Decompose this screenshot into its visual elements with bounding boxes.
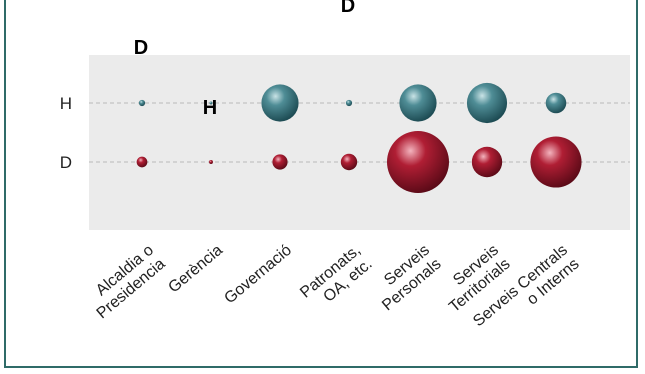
bubble-d-5 — [471, 146, 503, 178]
bubble-h-2 — [261, 84, 299, 122]
chart-frame — [4, 0, 638, 368]
x-tick-label-1: Gerència — [165, 242, 226, 297]
bubble-d-3 — [340, 153, 358, 171]
bubble-h-3 — [345, 99, 353, 107]
bubble-d-6 — [530, 136, 582, 188]
x-tick-label-0: Alcaldia oPresidencia — [82, 242, 169, 323]
bubble-h-1 — [209, 101, 213, 105]
bubble-d-1 — [209, 160, 213, 164]
bubble-d-4 — [387, 131, 449, 193]
chart-title-fragment: D — [341, 0, 355, 17]
legend-label-h: H — [203, 97, 217, 119]
row-label-h: H — [60, 94, 72, 113]
row-label-d: D — [60, 153, 72, 172]
x-tick-label-2: Governació — [221, 242, 295, 308]
x-tick-label-3: Patronats,OA, etc. — [297, 242, 375, 316]
bubble-d-2 — [272, 154, 288, 170]
bubble-d-0 — [136, 156, 148, 168]
bubble-h-0 — [138, 99, 146, 107]
bubble-h-6 — [545, 92, 567, 114]
x-tick-label-4: ServeisPersonals — [368, 242, 445, 315]
bubble-h-5 — [466, 82, 508, 124]
legend-label-d: D — [134, 37, 148, 59]
bubble-h-4 — [399, 84, 437, 122]
